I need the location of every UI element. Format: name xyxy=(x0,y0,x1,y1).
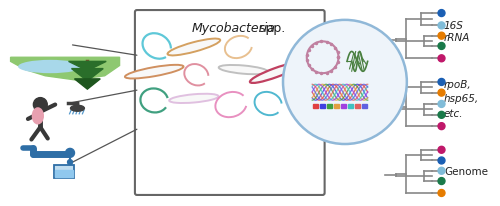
Bar xyxy=(55,171,73,177)
Circle shape xyxy=(438,190,445,197)
Circle shape xyxy=(438,112,445,119)
Text: rRNA: rRNA xyxy=(444,33,470,42)
Bar xyxy=(327,105,332,109)
Polygon shape xyxy=(68,62,106,71)
Bar xyxy=(341,105,346,109)
Text: 16S: 16S xyxy=(444,21,464,31)
Ellipse shape xyxy=(169,94,218,104)
Circle shape xyxy=(66,149,74,158)
Circle shape xyxy=(438,90,445,97)
Polygon shape xyxy=(74,80,100,90)
Ellipse shape xyxy=(70,106,85,112)
FancyBboxPatch shape xyxy=(135,11,324,195)
Bar xyxy=(54,165,74,178)
Polygon shape xyxy=(10,58,120,81)
Ellipse shape xyxy=(218,66,268,75)
Circle shape xyxy=(438,79,445,86)
Ellipse shape xyxy=(125,66,184,79)
Ellipse shape xyxy=(168,39,220,56)
Bar xyxy=(320,105,325,109)
Ellipse shape xyxy=(250,63,301,84)
Circle shape xyxy=(283,21,407,144)
Circle shape xyxy=(438,23,445,30)
Circle shape xyxy=(438,11,445,18)
Circle shape xyxy=(34,98,48,112)
Text: etc.: etc. xyxy=(444,108,464,118)
Circle shape xyxy=(438,178,445,185)
Circle shape xyxy=(68,160,72,165)
Bar xyxy=(348,105,353,109)
Circle shape xyxy=(438,33,445,40)
Text: rpoB,: rpoB, xyxy=(444,80,471,90)
Circle shape xyxy=(438,147,445,153)
Bar xyxy=(362,105,366,109)
Circle shape xyxy=(438,43,445,50)
Circle shape xyxy=(438,157,445,164)
Circle shape xyxy=(438,123,445,130)
Text: hsp65,: hsp65, xyxy=(444,94,479,104)
Ellipse shape xyxy=(18,61,82,74)
Circle shape xyxy=(438,56,445,62)
Text: spp.: spp. xyxy=(255,22,285,35)
Text: Genome: Genome xyxy=(444,166,488,176)
Bar xyxy=(355,105,360,109)
Bar xyxy=(313,105,318,109)
Ellipse shape xyxy=(32,108,44,124)
Polygon shape xyxy=(72,69,103,82)
Circle shape xyxy=(438,167,445,174)
Circle shape xyxy=(438,101,445,108)
Bar xyxy=(334,105,339,109)
Text: Mycobacteria: Mycobacteria xyxy=(192,22,276,35)
